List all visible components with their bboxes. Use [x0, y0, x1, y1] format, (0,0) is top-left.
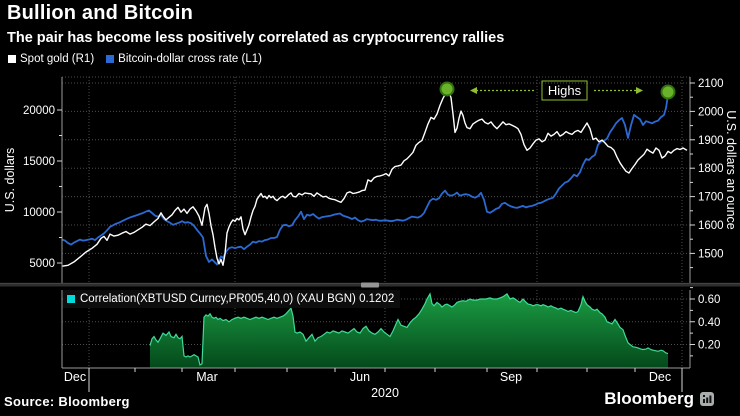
bitcoin-line: [61, 94, 669, 266]
top-chart-legend: Spot gold (R1) Bitcoin-dollar cross rate…: [8, 53, 262, 65]
correlation-line: [149, 292, 669, 366]
correlation-area: [150, 293, 668, 368]
highs-label: Highs: [548, 83, 582, 98]
year-label: 2020: [371, 386, 399, 400]
month-label: Mar: [196, 370, 218, 384]
month-label: Jun: [350, 370, 370, 384]
arrow-left-head: [470, 87, 477, 94]
correlation-legend-label: Correlation(XBTUSD Curncy,PR005,40,0) (X…: [80, 293, 395, 305]
y-right-tick-label: 1500: [698, 248, 724, 260]
gold-swatch-icon: [8, 55, 16, 63]
legend-item-gold: Spot gold (R1): [8, 53, 94, 65]
bloomberg-brand: Bloomberg: [604, 389, 714, 409]
highs-box: [541, 80, 588, 101]
legend-label-bitcoin: Bitcoin-dollar cross rate (L1): [118, 53, 262, 65]
page-title: Bullion and Bitcoin: [7, 2, 194, 24]
legend-label-gold: Spot gold (R1): [20, 53, 95, 65]
bitcoin-high-marker: [660, 84, 676, 100]
tick-marks: [57, 82, 695, 392]
panel-divider-handle[interactable]: [361, 282, 379, 288]
month-label: Dec: [649, 370, 671, 384]
bloomberg-wordmark: Bloomberg: [604, 389, 694, 408]
month-label: Dec: [64, 370, 86, 384]
y-right-tick-label: 1800: [698, 163, 724, 175]
y-left-axis-title: U.S. dollars: [3, 148, 17, 213]
correlation-swatch-icon: [67, 295, 75, 303]
y-left-tick-label: 10000: [23, 207, 55, 219]
highs-annotation: Highs: [439, 80, 676, 101]
corr-tick-label: 0.60: [698, 294, 720, 306]
y-right-tick-label: 1900: [698, 135, 724, 147]
y-right-tick-label: 1600: [698, 220, 724, 232]
gold-high-marker: [439, 81, 455, 97]
y-right-tick-label: 1700: [698, 192, 724, 204]
source-attribution: Source: Bloomberg: [4, 394, 130, 409]
axis-labels: 20000 15000 10000 5000 2100 2000 1900 1800 1700 1…: [3, 78, 738, 400]
y-left-tick-label: 5000: [29, 258, 55, 270]
page-subtitle: The pair has become less positively corr…: [7, 30, 505, 46]
gold-line: [61, 88, 688, 267]
y-right-axis-title: U.S. dollars an ounce: [724, 110, 738, 230]
y-left-tick-label: 15000: [23, 156, 55, 168]
y-right-tick-label: 2000: [698, 106, 724, 118]
corr-tick-label: 0.20: [698, 340, 720, 352]
correlation-legend: Correlation(XBTUSD Curncy,PR005,40,0) (X…: [63, 290, 401, 308]
month-label: Sep: [500, 370, 522, 384]
corr-tick-label: 0.40: [698, 317, 720, 329]
bitcoin-swatch-icon: [106, 55, 115, 63]
y-left-tick-label: 20000: [23, 105, 55, 117]
y-right-tick-label: 2100: [698, 78, 724, 90]
bloomberg-logo-icon: [700, 392, 714, 406]
legend-item-bitcoin: Bitcoin-dollar cross rate (L1): [106, 53, 262, 65]
arrow-right-head: [636, 87, 643, 94]
